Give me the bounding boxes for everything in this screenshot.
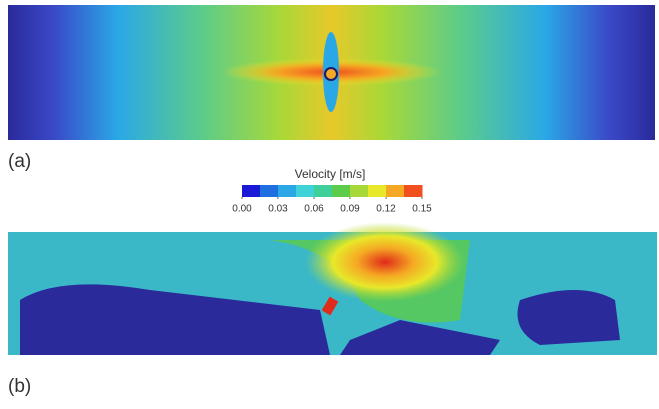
colorbar-bin: [332, 185, 351, 197]
colorbar-bin: [278, 185, 297, 197]
panel-b: [8, 222, 657, 355]
panel-label: (a): [8, 151, 31, 172]
colorbar: 0.00 0.03 0.06 0.09 0.12 0.15: [232, 185, 432, 215]
colorbar-bin: [386, 185, 405, 197]
colorbar-bin: [350, 185, 369, 197]
colorbar-bin: [314, 185, 333, 197]
colorbar-bin: [296, 185, 315, 197]
x-tick-label: 0.00: [232, 204, 252, 215]
colorbar-bin: [242, 185, 261, 197]
colorbar-bin: [404, 185, 423, 197]
x-tick-label: 0.09: [340, 204, 360, 215]
x-tick-label: 0.06: [304, 204, 324, 215]
x-tick-label: 0.15: [412, 204, 432, 215]
colorbar-bin: [260, 185, 279, 197]
colorbar-bin: [368, 185, 387, 197]
figure: (a) Velocity [m/s] 0.000.030.060.090.120…: [0, 0, 659, 409]
panel-a: [8, 5, 655, 140]
x-tick-label: 0.03: [268, 204, 288, 215]
colorbar-title: Velocity [m/s]: [295, 167, 366, 181]
x-tick-label: 0.12: [376, 204, 396, 215]
panel-label: (b): [8, 376, 31, 397]
